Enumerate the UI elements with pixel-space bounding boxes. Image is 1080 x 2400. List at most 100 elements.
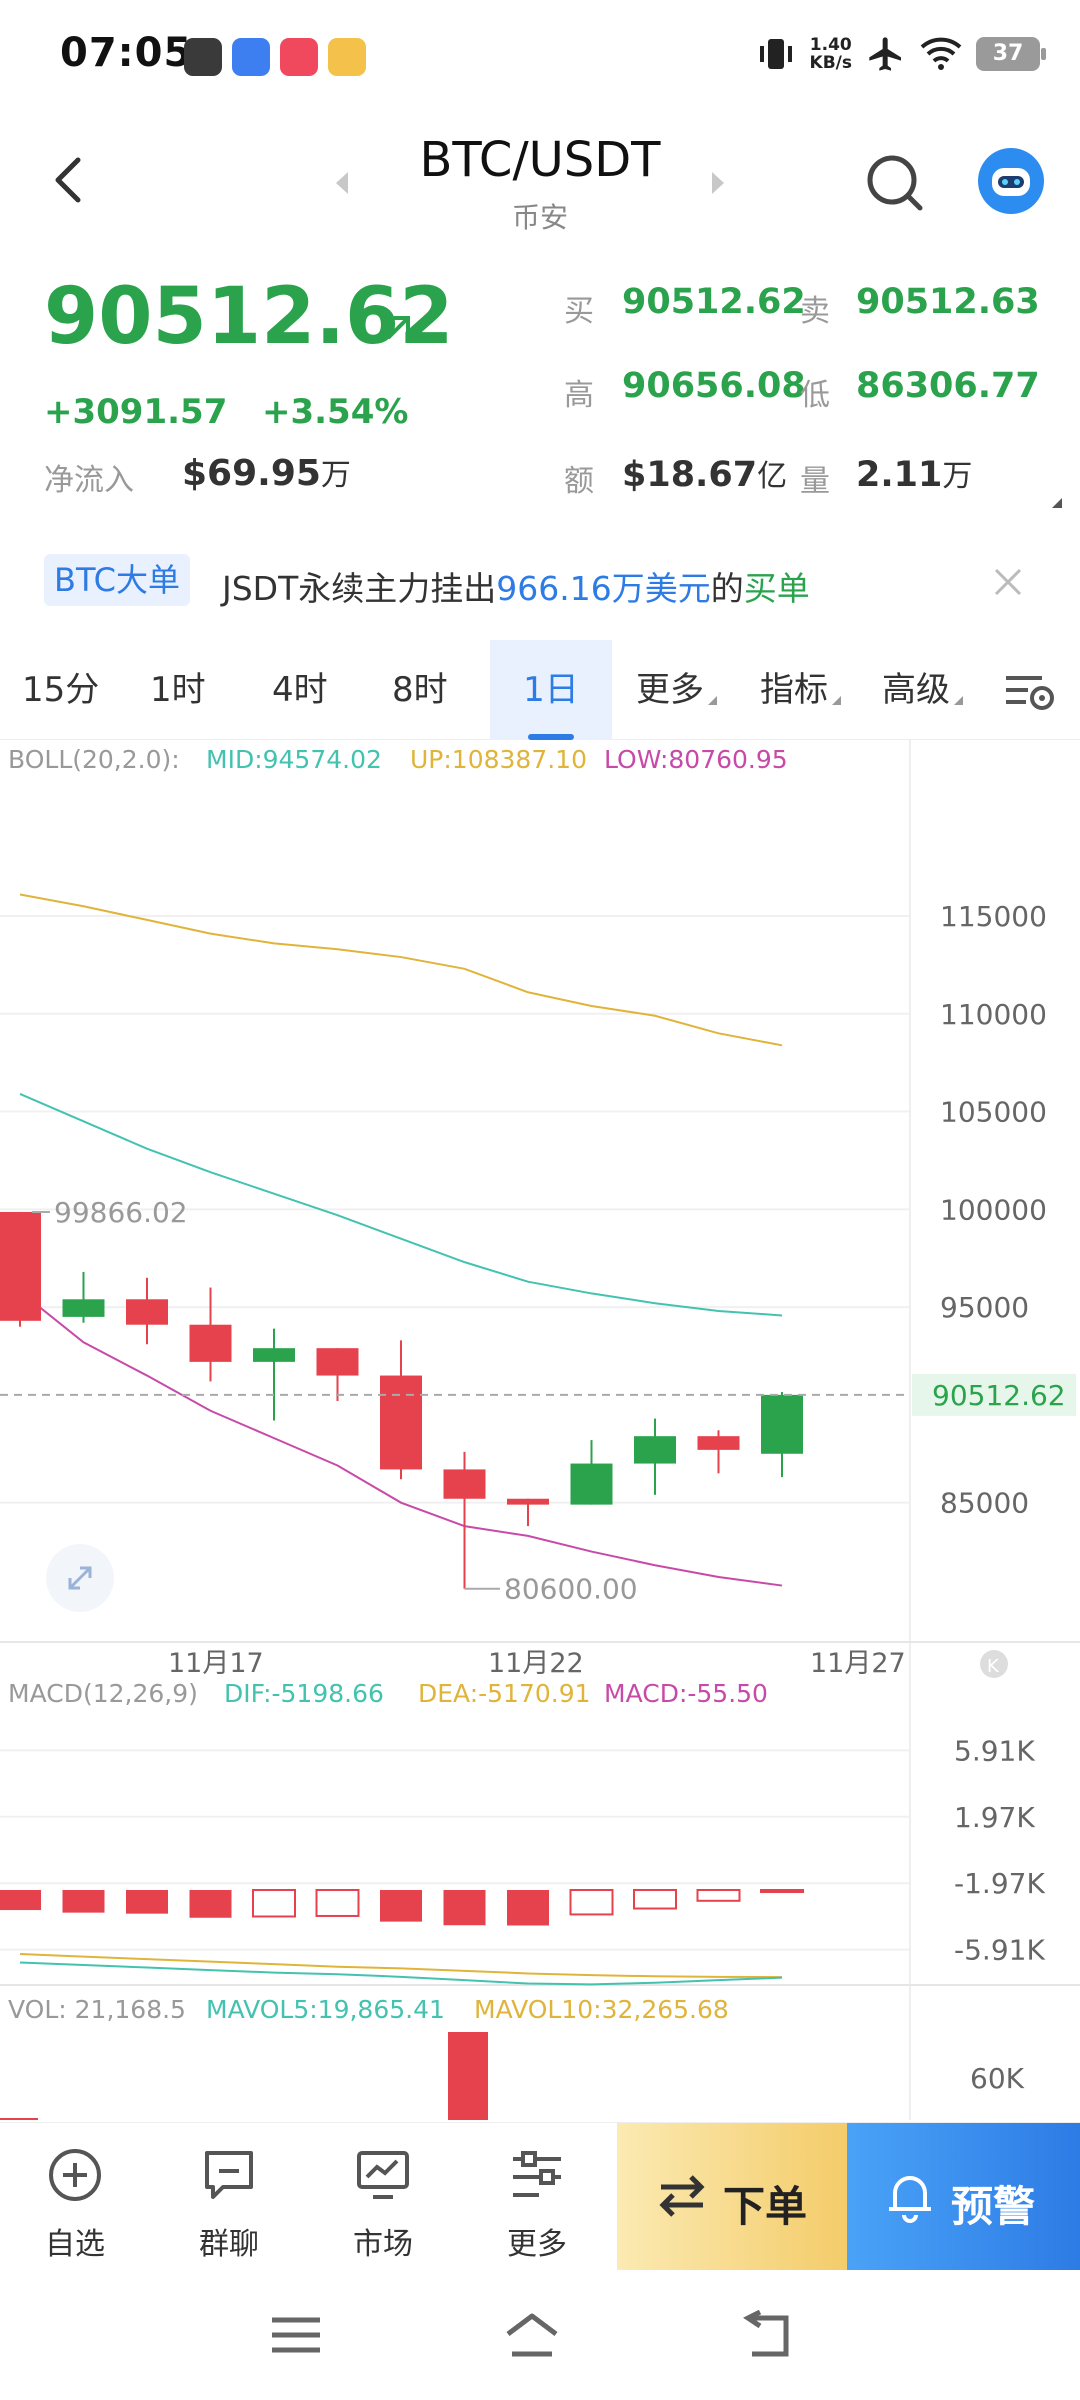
tab-8h[interactable]: 8时 xyxy=(392,670,448,710)
group-chat-label: 群聊 xyxy=(199,2227,259,2262)
add-favorite-icon xyxy=(49,2149,101,2201)
macd-histogram xyxy=(0,1889,804,1926)
menu-icon[interactable] xyxy=(266,2310,326,2360)
expand-corner-icon[interactable] xyxy=(1052,498,1062,508)
search-icon[interactable] xyxy=(862,150,926,214)
macd-y-axis-label: 1.97K xyxy=(954,1801,1035,1834)
candle-up xyxy=(570,1463,613,1505)
next-pair-icon[interactable] xyxy=(706,168,730,198)
low-marker-label: 80600.00 xyxy=(504,1573,638,1606)
app-notification-icon xyxy=(328,38,366,76)
swap-icon xyxy=(659,2175,705,2217)
boll-lower-line xyxy=(19,1290,783,1587)
boll-label: BOLL(20,2.0): xyxy=(8,745,180,774)
boll-low-label: LOW:80760.95 xyxy=(604,745,788,774)
tab-1d[interactable]: 1日 xyxy=(490,640,612,740)
macd-bar-hollow xyxy=(315,1889,360,1917)
boll-lines xyxy=(19,893,783,1587)
candle-down xyxy=(507,1498,549,1505)
price-markers: 99866.02 80600.00 xyxy=(32,1196,638,1606)
logo-badge-icon xyxy=(980,1650,1008,1678)
place-order-button[interactable]: 下单 xyxy=(617,2123,847,2271)
candle-down xyxy=(126,1299,168,1325)
volume-unit: 万 xyxy=(942,459,973,494)
candle-down xyxy=(697,1436,740,1450)
home-icon[interactable] xyxy=(502,2310,562,2360)
netflow-amount: $69.95 xyxy=(182,453,321,494)
macd-dif-line xyxy=(19,1961,783,1986)
vol-y-axis-label: 60K xyxy=(970,2062,1025,2095)
app-notification-icon xyxy=(232,38,270,76)
price-chart[interactable]: BOLL(20,2.0): MID:94574.02 UP:108387.10 … xyxy=(0,740,1080,2120)
volume-number: 2.11 xyxy=(856,455,943,495)
watchlist-button[interactable]: 自选 xyxy=(0,2123,150,2271)
macd-bar xyxy=(507,1890,549,1926)
macd-y-axis-label: -1.97K xyxy=(954,1867,1045,1900)
chart-settings-icon[interactable] xyxy=(1004,670,1056,714)
price-alert-button[interactable]: 预警 xyxy=(847,2123,1080,2271)
current-price-box xyxy=(912,1373,1076,1416)
pair-title[interactable]: BTC/USDT xyxy=(419,132,661,188)
tab-more[interactable]: 更多 xyxy=(636,640,717,740)
mavol10-label: MAVOL10:32,265.68 xyxy=(474,1995,729,2024)
macd-bar xyxy=(0,1890,41,1911)
more-icon xyxy=(513,2151,561,2197)
app-notification-icon xyxy=(280,38,318,76)
amount-number: $18.67 xyxy=(622,455,758,495)
more-button[interactable]: 更多 xyxy=(462,2123,612,2271)
candle-down xyxy=(380,1375,422,1470)
tab-4h[interactable]: 4时 xyxy=(272,670,328,710)
macd-value-label: MACD:-55.50 xyxy=(604,1679,768,1708)
macd-bar xyxy=(443,1890,486,1926)
y-axis-label: 110000 xyxy=(940,998,1047,1031)
volume-label: 量 xyxy=(800,464,830,499)
exchange-name: 币安 xyxy=(511,201,568,234)
macd-bar xyxy=(126,1890,168,1914)
close-icon[interactable] xyxy=(990,564,1026,600)
candle-up xyxy=(253,1348,295,1362)
low-price: 86306.77 xyxy=(856,366,1040,406)
vibrate-icon xyxy=(759,39,792,69)
bid-price: 90512.62 xyxy=(622,282,806,322)
macd-bar xyxy=(62,1890,105,1913)
macd-dif-label: DIF:-5198.66 xyxy=(224,1679,384,1708)
candle-up xyxy=(634,1436,676,1464)
back-icon[interactable] xyxy=(40,150,100,210)
macd-bar-hollow xyxy=(252,1889,296,1918)
system-navigation-bar xyxy=(0,2270,1080,2400)
low-label: 低 xyxy=(800,378,830,413)
group-chat-button[interactable]: 群聊 xyxy=(154,2123,304,2271)
notice-text-part: 的 xyxy=(710,569,744,608)
bell-icon xyxy=(889,2176,931,2223)
netflow-unit: 万 xyxy=(320,458,351,493)
market-button[interactable]: 市场 xyxy=(308,2123,458,2271)
tab-indicators[interactable]: 指标 xyxy=(760,640,841,740)
status-time: 07:05 xyxy=(60,30,193,76)
x-axis-label: 11月17 xyxy=(168,1648,264,1679)
macd-lines xyxy=(19,1953,783,1986)
boll-mid-label: MID:94574.02 xyxy=(206,745,382,774)
status-app-icons xyxy=(184,38,366,76)
robot-avatar-icon xyxy=(992,168,1030,196)
macd-bar-hollow xyxy=(633,1889,677,1910)
bid-label: 买 xyxy=(564,294,594,329)
candles xyxy=(0,1211,803,1589)
place-order-label: 下单 xyxy=(723,2182,808,2231)
back-nav-icon[interactable] xyxy=(736,2310,796,2360)
trend-up-arrow-icon xyxy=(386,316,410,340)
tab-1h[interactable]: 1时 xyxy=(150,670,206,710)
tab-advanced[interactable]: 高级 xyxy=(882,640,963,740)
y-axis-label: 100000 xyxy=(940,1193,1047,1226)
market-icon xyxy=(357,2151,409,2199)
tab-15m[interactable]: 15分 xyxy=(22,670,100,710)
avatar[interactable] xyxy=(978,148,1044,214)
netflow-value: $69.95万 xyxy=(182,450,351,494)
y-axis-label: 85000 xyxy=(940,1487,1029,1520)
network-speed: 1.40 KB/s xyxy=(810,36,852,72)
high-marker-label: 99866.02 xyxy=(54,1196,188,1229)
candle-down xyxy=(0,1211,41,1321)
large-order-notice[interactable]: BTC大单 JSDT永续主力挂出966.16万美元的买单 xyxy=(0,546,1080,626)
prev-pair-icon[interactable] xyxy=(330,168,354,198)
battery-indicator: 37 xyxy=(976,37,1046,71)
notice-text-part: JSDT永续主力挂出 xyxy=(222,569,497,608)
